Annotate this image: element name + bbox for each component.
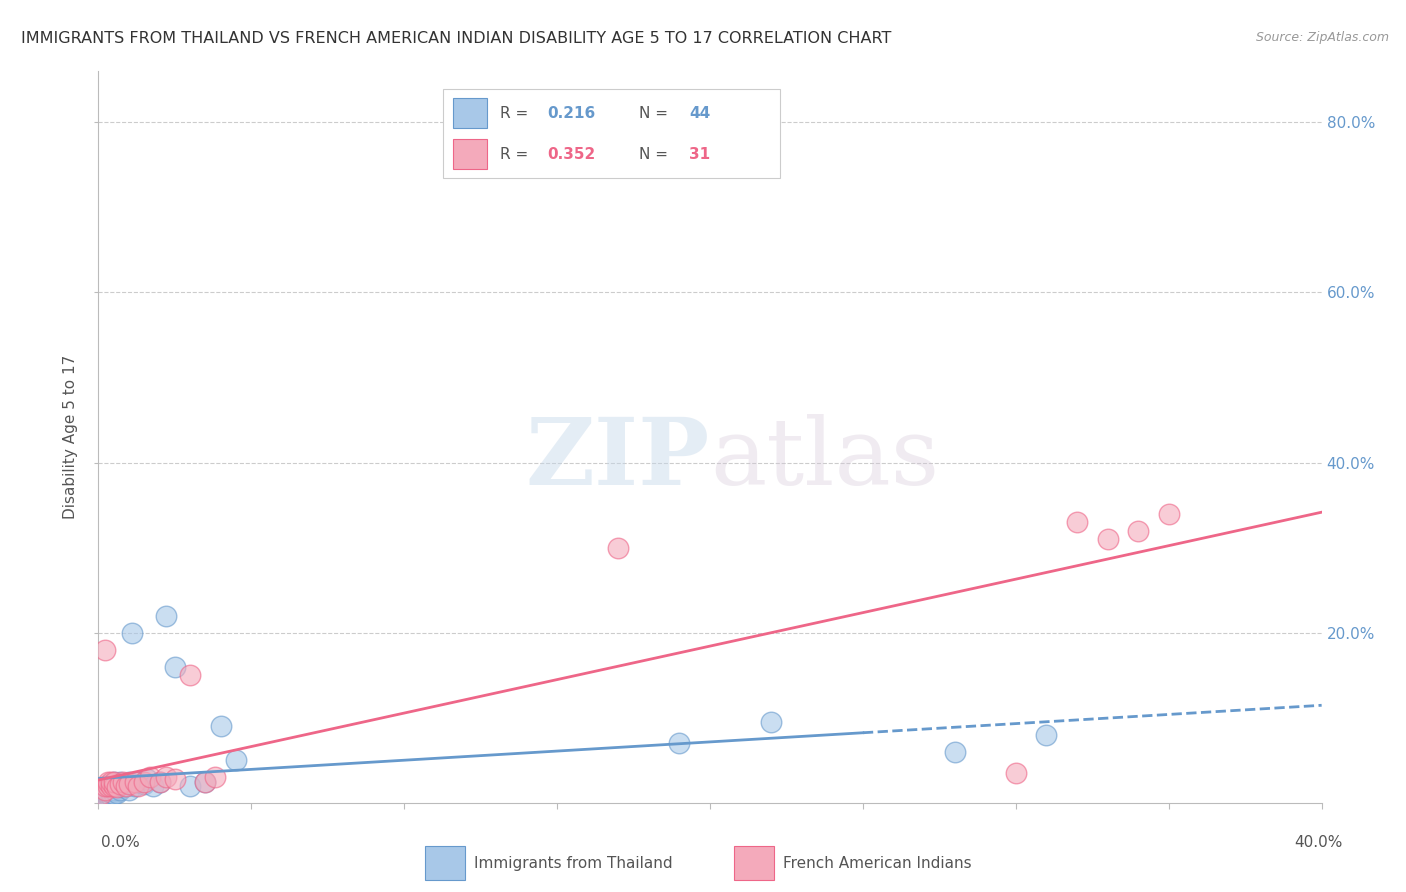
Point bbox=[100, 789, 122, 803]
Point bbox=[124, 779, 146, 793]
Point bbox=[93, 790, 115, 805]
Point bbox=[97, 774, 120, 789]
Point bbox=[209, 719, 232, 733]
Point bbox=[90, 793, 112, 807]
Point bbox=[97, 789, 120, 803]
Point bbox=[149, 774, 172, 789]
Point bbox=[204, 770, 226, 784]
Point bbox=[103, 774, 125, 789]
Text: 31: 31 bbox=[689, 147, 710, 161]
FancyBboxPatch shape bbox=[734, 846, 775, 880]
Point bbox=[93, 783, 115, 797]
Text: 40.0%: 40.0% bbox=[1295, 836, 1343, 850]
Point bbox=[179, 668, 201, 682]
Text: R =: R = bbox=[501, 147, 533, 161]
Point bbox=[100, 779, 122, 793]
Point bbox=[179, 779, 201, 793]
Point bbox=[943, 745, 966, 759]
Text: N =: N = bbox=[638, 106, 672, 120]
Text: IMMIGRANTS FROM THAILAND VS FRENCH AMERICAN INDIAN DISABILITY AGE 5 TO 17 CORREL: IMMIGRANTS FROM THAILAND VS FRENCH AMERI… bbox=[21, 31, 891, 46]
Point bbox=[105, 780, 128, 795]
Point bbox=[111, 780, 134, 795]
Point bbox=[93, 642, 115, 657]
Point bbox=[127, 774, 149, 789]
Point bbox=[163, 659, 186, 673]
Point bbox=[105, 779, 128, 793]
Point bbox=[90, 789, 112, 804]
Point bbox=[97, 791, 120, 805]
Point bbox=[163, 772, 186, 786]
FancyBboxPatch shape bbox=[443, 89, 780, 178]
Text: ZIP: ZIP bbox=[526, 414, 710, 504]
Point bbox=[100, 786, 122, 800]
Text: Source: ZipAtlas.com: Source: ZipAtlas.com bbox=[1256, 31, 1389, 45]
Point bbox=[668, 736, 690, 750]
Point bbox=[111, 774, 134, 789]
Text: atlas: atlas bbox=[710, 414, 939, 504]
Point bbox=[1097, 532, 1119, 546]
Point bbox=[155, 608, 177, 623]
Point bbox=[93, 789, 115, 803]
Point bbox=[759, 714, 782, 729]
Point bbox=[194, 774, 217, 789]
Text: 0.216: 0.216 bbox=[547, 106, 596, 120]
Point bbox=[103, 779, 125, 793]
Point bbox=[194, 774, 217, 789]
Point bbox=[142, 779, 165, 793]
Point bbox=[118, 777, 141, 791]
Text: 0.352: 0.352 bbox=[547, 147, 596, 161]
Point bbox=[225, 753, 247, 767]
Point bbox=[607, 541, 630, 555]
Point bbox=[103, 787, 125, 801]
Point bbox=[115, 779, 138, 793]
Point bbox=[93, 786, 115, 800]
Point bbox=[1157, 507, 1180, 521]
Text: R =: R = bbox=[501, 106, 533, 120]
Y-axis label: Disability Age 5 to 17: Disability Age 5 to 17 bbox=[63, 355, 79, 519]
Point bbox=[118, 774, 141, 789]
Text: 0.0%: 0.0% bbox=[101, 836, 141, 850]
Point bbox=[97, 787, 120, 801]
Point bbox=[1128, 524, 1150, 538]
FancyBboxPatch shape bbox=[425, 846, 465, 880]
Point bbox=[139, 770, 162, 784]
FancyBboxPatch shape bbox=[453, 98, 486, 128]
Point bbox=[124, 774, 146, 789]
Point bbox=[134, 777, 156, 791]
Point bbox=[93, 792, 115, 806]
Text: N =: N = bbox=[638, 147, 672, 161]
Point bbox=[97, 779, 120, 793]
Point bbox=[155, 770, 177, 784]
Point bbox=[1066, 515, 1088, 529]
Point bbox=[103, 783, 125, 797]
Point bbox=[103, 774, 125, 789]
Point bbox=[121, 625, 143, 640]
Point bbox=[90, 791, 112, 805]
Point bbox=[100, 780, 122, 795]
Point bbox=[108, 777, 131, 791]
Point bbox=[1004, 766, 1026, 780]
Point bbox=[90, 787, 112, 801]
Point bbox=[136, 772, 159, 786]
FancyBboxPatch shape bbox=[453, 139, 486, 169]
Point bbox=[118, 783, 141, 797]
Point bbox=[105, 786, 128, 800]
Point bbox=[149, 774, 172, 789]
Point bbox=[100, 774, 122, 789]
Text: French American Indians: French American Indians bbox=[783, 855, 972, 871]
Point bbox=[115, 779, 138, 793]
Point bbox=[90, 787, 112, 801]
Point bbox=[108, 774, 131, 789]
Text: Immigrants from Thailand: Immigrants from Thailand bbox=[474, 855, 672, 871]
Point bbox=[93, 779, 115, 793]
Point bbox=[93, 783, 115, 797]
Point bbox=[1035, 728, 1057, 742]
Point bbox=[127, 779, 149, 793]
Text: 44: 44 bbox=[689, 106, 710, 120]
Point bbox=[108, 783, 131, 797]
Point bbox=[134, 774, 156, 789]
Point bbox=[97, 779, 120, 793]
